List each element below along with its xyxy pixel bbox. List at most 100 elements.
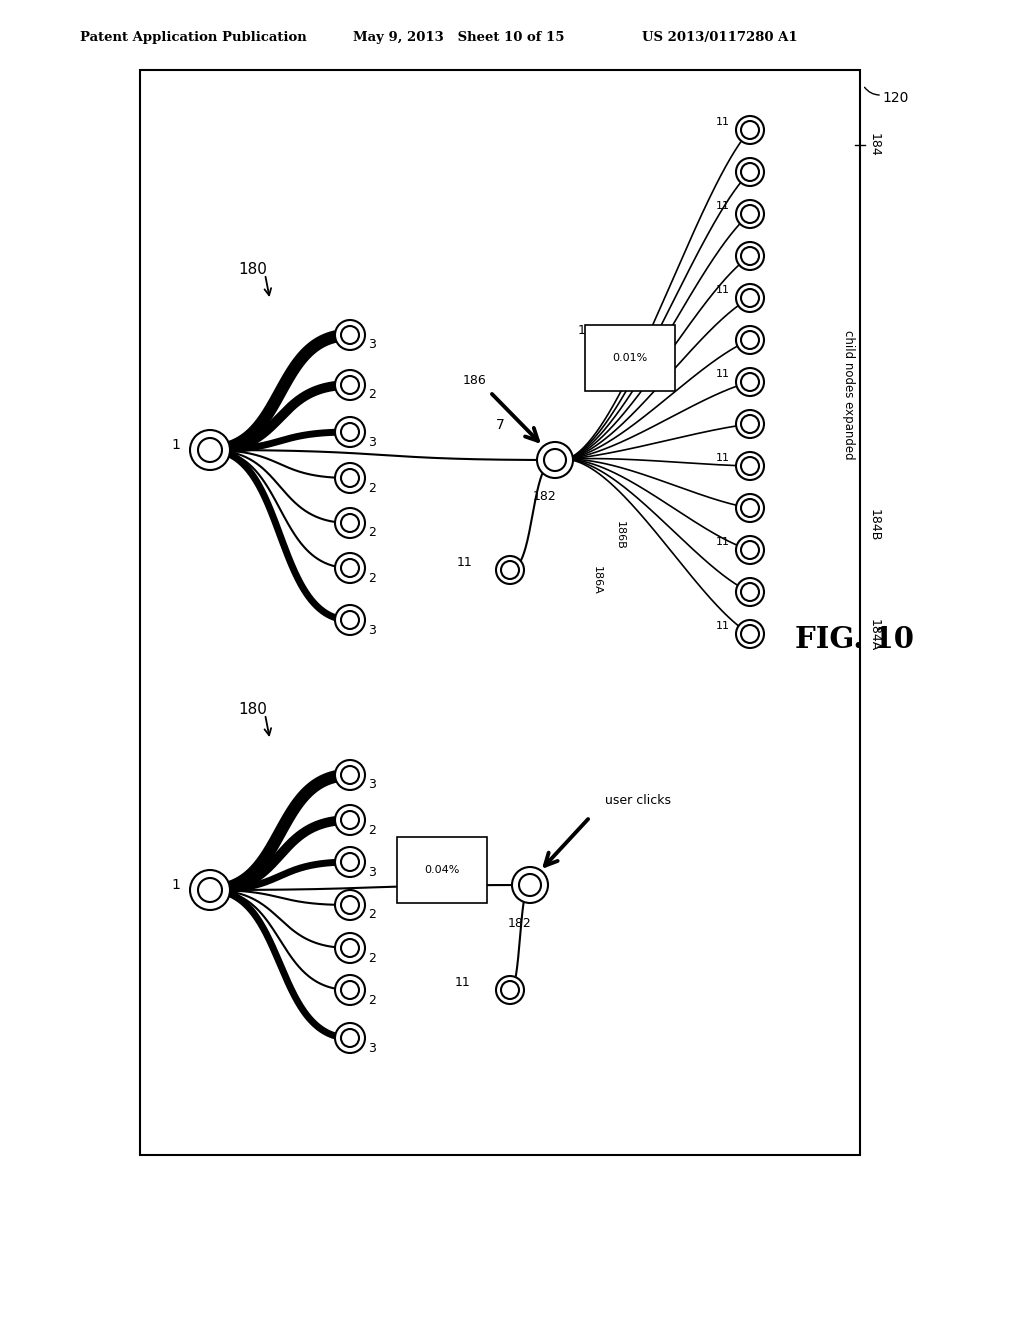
- Text: 11: 11: [716, 201, 730, 211]
- Circle shape: [335, 417, 365, 447]
- Circle shape: [341, 558, 359, 577]
- Circle shape: [512, 867, 548, 903]
- Text: 3: 3: [368, 779, 376, 792]
- Text: 186: 186: [463, 374, 486, 387]
- Circle shape: [341, 513, 359, 532]
- Text: 11: 11: [457, 556, 473, 569]
- Bar: [140, 70, 860, 1155]
- Circle shape: [736, 116, 764, 144]
- Text: 2: 2: [368, 527, 376, 540]
- Text: 180: 180: [239, 263, 267, 277]
- Circle shape: [736, 494, 764, 521]
- Circle shape: [198, 878, 222, 902]
- Circle shape: [335, 463, 365, 492]
- Circle shape: [741, 121, 759, 139]
- Text: 186B: 186B: [615, 520, 625, 549]
- Text: 187: 187: [579, 323, 602, 337]
- Text: 2: 2: [368, 824, 376, 837]
- Circle shape: [736, 578, 764, 606]
- Text: 2: 2: [368, 994, 376, 1006]
- Text: user clicks: user clicks: [605, 795, 671, 807]
- Text: May 9, 2013   Sheet 10 of 15: May 9, 2013 Sheet 10 of 15: [353, 30, 564, 44]
- Text: 11: 11: [716, 117, 730, 127]
- Circle shape: [335, 553, 365, 583]
- Circle shape: [198, 438, 222, 462]
- Text: 1: 1: [171, 878, 180, 892]
- Circle shape: [741, 205, 759, 223]
- Text: 184: 184: [868, 133, 881, 157]
- Circle shape: [341, 1030, 359, 1047]
- Circle shape: [736, 201, 764, 228]
- Circle shape: [741, 247, 759, 265]
- Circle shape: [741, 499, 759, 517]
- Circle shape: [519, 874, 541, 896]
- Text: 2: 2: [368, 388, 376, 401]
- Circle shape: [741, 331, 759, 348]
- Circle shape: [335, 760, 365, 789]
- Text: 184A: 184A: [868, 619, 881, 651]
- Circle shape: [341, 326, 359, 345]
- Text: Patent Application Publication: Patent Application Publication: [80, 30, 307, 44]
- Circle shape: [335, 933, 365, 964]
- Circle shape: [537, 442, 573, 478]
- Text: 11: 11: [716, 370, 730, 379]
- Text: FIG. 10: FIG. 10: [795, 626, 914, 655]
- Circle shape: [496, 556, 524, 583]
- Text: 2: 2: [368, 952, 376, 965]
- Circle shape: [736, 326, 764, 354]
- Circle shape: [341, 422, 359, 441]
- Circle shape: [736, 368, 764, 396]
- Circle shape: [736, 451, 764, 480]
- Text: 1: 1: [171, 438, 180, 451]
- Circle shape: [335, 805, 365, 836]
- Text: 11: 11: [716, 453, 730, 463]
- Text: 0.04%: 0.04%: [424, 865, 460, 875]
- Text: 3: 3: [368, 436, 376, 449]
- Text: child nodes expanded: child nodes expanded: [842, 330, 854, 459]
- Text: 11: 11: [455, 975, 471, 989]
- Text: 182: 182: [534, 490, 557, 503]
- Circle shape: [341, 611, 359, 630]
- Text: 3: 3: [368, 1041, 376, 1055]
- Text: 3: 3: [368, 866, 376, 879]
- Circle shape: [741, 457, 759, 475]
- Circle shape: [741, 541, 759, 558]
- Circle shape: [736, 242, 764, 271]
- Circle shape: [341, 896, 359, 913]
- Circle shape: [335, 508, 365, 539]
- Circle shape: [736, 284, 764, 312]
- Circle shape: [544, 449, 566, 471]
- Circle shape: [736, 411, 764, 438]
- Text: 2: 2: [368, 482, 376, 495]
- Text: 2: 2: [368, 572, 376, 585]
- Text: 2: 2: [368, 908, 376, 921]
- Circle shape: [335, 319, 365, 350]
- Circle shape: [501, 561, 519, 579]
- Text: US 2013/0117280 A1: US 2013/0117280 A1: [642, 30, 798, 44]
- Text: 186A: 186A: [592, 566, 602, 594]
- Text: 11: 11: [716, 537, 730, 546]
- Circle shape: [341, 853, 359, 871]
- Circle shape: [190, 430, 230, 470]
- Circle shape: [741, 583, 759, 601]
- Circle shape: [736, 536, 764, 564]
- Circle shape: [741, 374, 759, 391]
- Text: 7: 7: [474, 840, 482, 854]
- Circle shape: [501, 981, 519, 999]
- Text: 182: 182: [508, 917, 531, 931]
- Circle shape: [496, 975, 524, 1005]
- Text: 184B: 184B: [868, 508, 881, 541]
- Circle shape: [341, 766, 359, 784]
- Circle shape: [335, 605, 365, 635]
- Circle shape: [190, 870, 230, 909]
- Text: 3: 3: [368, 338, 376, 351]
- Text: 11: 11: [716, 620, 730, 631]
- Circle shape: [741, 162, 759, 181]
- Circle shape: [741, 414, 759, 433]
- Text: 7: 7: [496, 418, 505, 432]
- Circle shape: [341, 810, 359, 829]
- Circle shape: [335, 975, 365, 1005]
- Circle shape: [335, 1023, 365, 1053]
- Circle shape: [335, 890, 365, 920]
- Circle shape: [341, 981, 359, 999]
